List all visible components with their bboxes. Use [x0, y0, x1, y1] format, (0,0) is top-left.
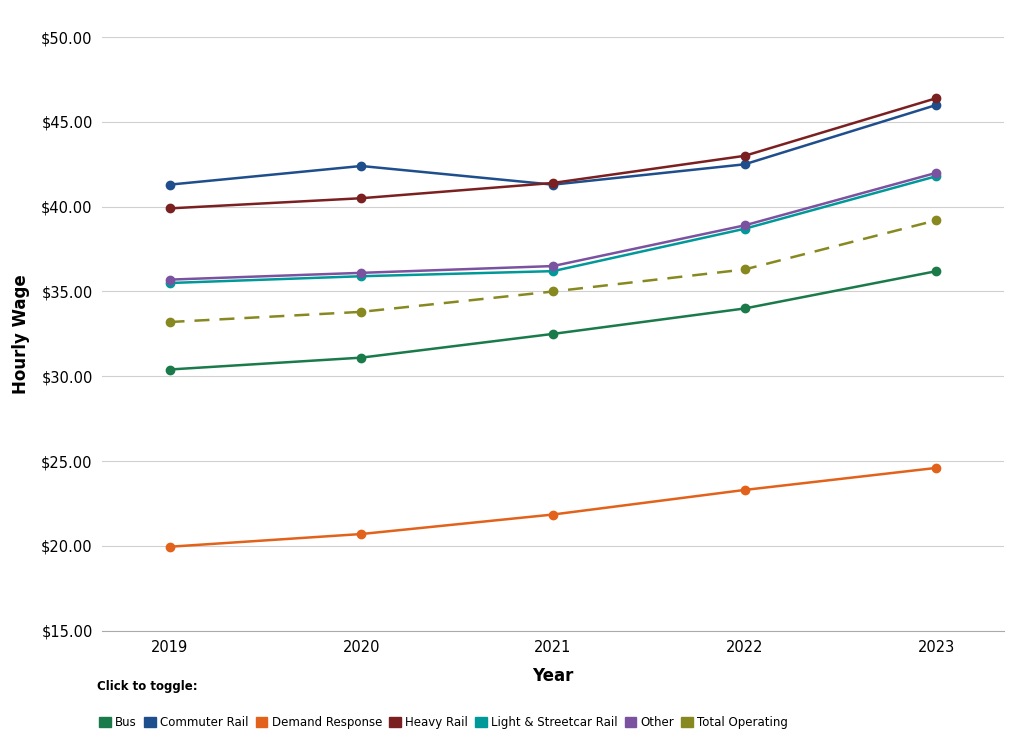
Total Operating [164, 318, 176, 326]
Y-axis label: Hourly Wage: Hourly Wage [12, 274, 30, 394]
Light & Streetcar Rail [738, 224, 751, 233]
Demand Response [930, 464, 942, 473]
Line: Light & Streetcar Rail: Light & Streetcar Rail [165, 172, 941, 287]
Other [164, 275, 176, 284]
Line: Demand Response: Demand Response [165, 464, 941, 551]
Text: Click to toggle:: Click to toggle: [97, 680, 198, 693]
Demand Response [164, 542, 176, 551]
Heavy Rail [164, 204, 176, 213]
Other [738, 221, 751, 230]
Bus [547, 329, 559, 338]
Commuter Rail [930, 100, 942, 109]
Commuter Rail [164, 180, 176, 189]
Other [355, 269, 368, 278]
Demand Response [738, 485, 751, 494]
Line: Commuter Rail: Commuter Rail [165, 101, 941, 188]
Light & Streetcar Rail [930, 171, 942, 180]
Total Operating [738, 265, 751, 274]
Light & Streetcar Rail [355, 272, 368, 280]
Total Operating [930, 216, 942, 225]
Line: Other: Other [165, 168, 941, 283]
Demand Response [547, 510, 559, 519]
Heavy Rail [930, 93, 942, 102]
Bus [355, 353, 368, 362]
Bus [164, 365, 176, 374]
Bus [738, 304, 751, 313]
X-axis label: Year: Year [532, 666, 573, 685]
Other [930, 168, 942, 177]
Commuter Rail [355, 162, 368, 171]
Demand Response [355, 530, 368, 539]
Heavy Rail [547, 179, 559, 188]
Line: Bus: Bus [165, 267, 941, 374]
Commuter Rail [738, 160, 751, 168]
Line: Heavy Rail: Heavy Rail [165, 94, 941, 212]
Heavy Rail [355, 194, 368, 203]
Light & Streetcar Rail [164, 278, 176, 287]
Total Operating [355, 307, 368, 316]
Heavy Rail [738, 151, 751, 160]
Line: Total Operating: Total Operating [165, 216, 941, 326]
Light & Streetcar Rail [547, 266, 559, 275]
Bus [930, 266, 942, 275]
Total Operating [547, 287, 559, 296]
Other [547, 262, 559, 271]
Commuter Rail [547, 180, 559, 189]
Legend: Bus, Commuter Rail, Demand Response, Heavy Rail, Light & Streetcar Rail, Other, : Bus, Commuter Rail, Demand Response, Hea… [99, 716, 788, 729]
